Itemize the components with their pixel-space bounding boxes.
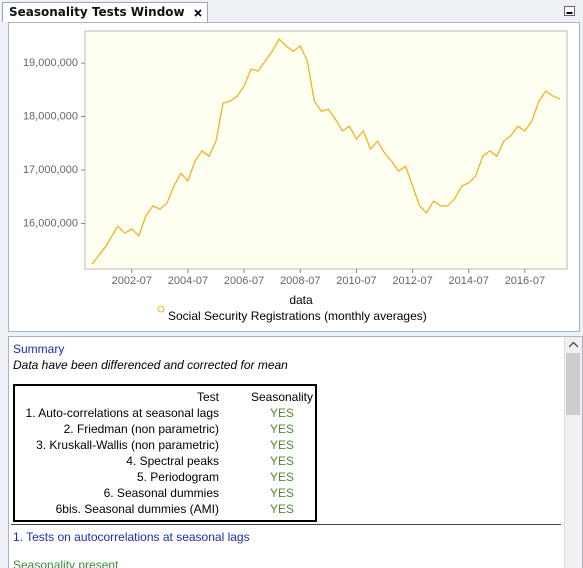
scrollbar[interactable] xyxy=(564,337,582,568)
test-name: 4. Spectral peaks xyxy=(126,454,219,468)
test-name: 3. Kruskall-Wallis (non parametric) xyxy=(36,438,219,452)
summary-table: Test Seasonality 1. Auto-correlations at… xyxy=(13,384,317,522)
table-row: 5. Periodogram YES xyxy=(15,470,315,486)
x-tick-label: 2014-07 xyxy=(449,275,489,287)
plot-area xyxy=(84,30,568,270)
seasonality-result: YES xyxy=(269,422,294,436)
y-tick-label: 17,000,000 xyxy=(23,164,78,176)
close-icon[interactable] xyxy=(194,9,202,17)
scroll-thumb[interactable] xyxy=(566,353,580,415)
minimize-icon[interactable] xyxy=(564,6,576,17)
data-line xyxy=(91,37,561,265)
test-name: 6. Seasonal dummies xyxy=(103,486,219,500)
seasonality-result: YES xyxy=(269,470,294,484)
x-tick-label: 2008-07 xyxy=(280,275,320,287)
window-tab[interactable]: Seasonality Tests Window xyxy=(2,2,208,22)
summary-note: Data have been differenced and corrected… xyxy=(13,358,288,372)
column-header: Test xyxy=(196,390,219,404)
x-tick-label: 2004-07 xyxy=(168,275,208,287)
x-tick-label: 2012-07 xyxy=(392,275,432,287)
legend-title: data xyxy=(289,293,313,307)
table-row: 6bis. Seasonal dummies (AMI) YES xyxy=(15,502,315,518)
y-tick-label: 16,000,000 xyxy=(23,217,78,229)
table-row: 4. Spectral peaks YES xyxy=(15,454,315,470)
legend-label: Social Security Registrations (monthly a… xyxy=(168,309,427,323)
separator xyxy=(11,524,561,525)
seasonality-result: YES xyxy=(269,406,294,420)
x-tick-label: 2010-07 xyxy=(336,275,376,287)
test-name: 5. Periodogram xyxy=(136,470,219,484)
table-row: 1. Auto-correlations at seasonal lags YES xyxy=(15,406,315,422)
test-name: 1. Auto-correlations at seasonal lags xyxy=(25,406,219,420)
y-tick-label: 18,000,000 xyxy=(23,110,78,122)
section-title: 1. Tests on autocorrelations at seasonal… xyxy=(13,530,250,544)
seasonality-result: YES xyxy=(269,486,294,500)
x-tick-label: 2016-07 xyxy=(505,275,545,287)
tab-title: Seasonality Tests Window xyxy=(9,5,185,19)
y-tick-label: 19,000,000 xyxy=(23,57,78,69)
scroll-up[interactable] xyxy=(569,342,578,348)
summary-title: Summary xyxy=(13,342,65,356)
table-row: 2. Friedman (non parametric) YES xyxy=(15,422,315,438)
test-name: 2. Friedman (non parametric) xyxy=(63,422,219,436)
table-header: Test Seasonality xyxy=(15,390,315,406)
results-pane: Summary Data have been differenced and c… xyxy=(8,336,583,568)
legend-marker xyxy=(157,305,165,313)
seasonality-result: YES xyxy=(269,454,294,468)
seasonality-result: YES xyxy=(269,502,294,516)
seasonality-result: YES xyxy=(269,438,294,452)
x-tick-label: 2006-07 xyxy=(224,275,264,287)
section-result: Seasonality present xyxy=(13,558,119,568)
chart: data 16,000,000 17,000,000 18,000,000 19,00… xyxy=(8,22,580,332)
table-row: 3. Kruskall-Wallis (non parametric) YES xyxy=(15,438,315,454)
test-name: 6bis. Seasonal dummies (AMI) xyxy=(55,502,219,516)
table-row: 6. Seasonal dummies YES xyxy=(15,486,315,502)
x-tick-label: 2002-07 xyxy=(112,275,152,287)
column-header: Seasonality xyxy=(250,390,314,404)
